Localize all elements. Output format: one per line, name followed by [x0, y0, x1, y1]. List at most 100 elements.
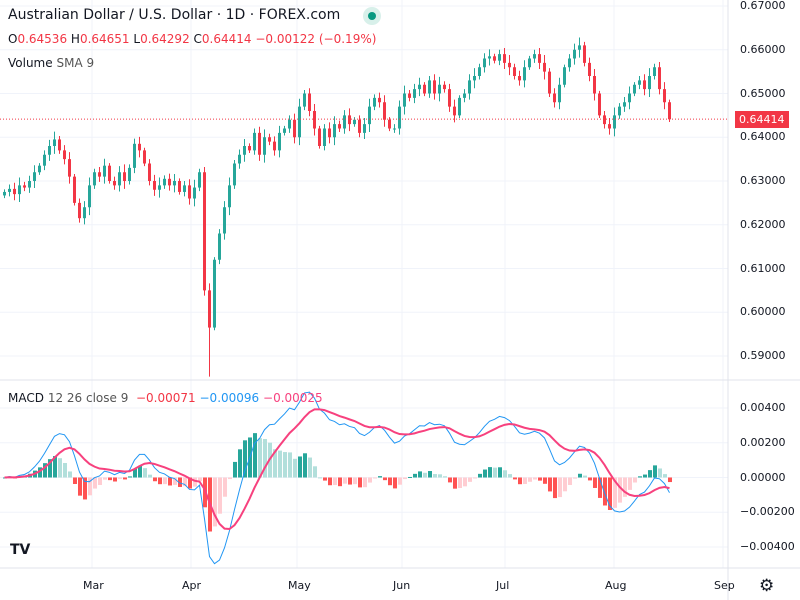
macd-histogram-bar	[293, 458, 297, 478]
candle	[233, 163, 236, 186]
macd-histogram-bar	[258, 438, 262, 478]
candle	[63, 150, 66, 160]
tradingview-logo[interactable]: TV	[10, 542, 31, 558]
macd-histogram-bar	[323, 477, 327, 481]
candle	[598, 93, 601, 116]
macd-histogram-bar	[78, 477, 82, 496]
macd-histogram-bar	[353, 477, 357, 485]
macd-histogram-bar	[418, 471, 422, 478]
candle	[453, 106, 456, 116]
candle	[383, 102, 386, 120]
candle	[658, 67, 661, 90]
close-label: C	[193, 32, 202, 46]
macd-histogram-bar	[153, 477, 157, 482]
candle	[473, 76, 476, 81]
market-status-icon[interactable]	[363, 7, 381, 25]
macd-histogram-bar	[378, 476, 382, 478]
candle	[373, 97, 376, 107]
candle	[663, 89, 666, 103]
candle	[238, 154, 241, 164]
candle	[603, 115, 606, 125]
macd-tick: 0.00000	[740, 470, 786, 484]
macd-histogram-bar	[228, 477, 232, 480]
candle	[458, 97, 461, 116]
candle	[213, 259, 216, 328]
macd-histogram-bar	[503, 470, 507, 478]
candle	[623, 102, 626, 107]
macd-legend[interactable]: MACD 12 26 close 9 −0.00071 −0.00096 −0.…	[8, 391, 323, 405]
candle	[3, 191, 6, 196]
macd-histogram-bar	[223, 477, 227, 497]
candle	[408, 93, 411, 98]
candle	[73, 176, 76, 203]
candle	[518, 76, 521, 81]
candle	[253, 132, 256, 151]
macd-histogram-bar	[318, 477, 322, 479]
candle	[203, 172, 206, 291]
candle	[498, 54, 501, 61]
symbol-title[interactable]: Australian Dollar / U.S. Dollar · 1D · F…	[8, 7, 341, 23]
macd-histogram-bar	[168, 477, 172, 486]
candle	[343, 115, 346, 129]
candle	[83, 207, 86, 219]
macd-histogram-bar	[48, 459, 52, 478]
macd-histogram-bar	[468, 477, 472, 482]
candle	[68, 159, 71, 177]
macd-histogram-bar	[338, 477, 342, 487]
macd-histogram-bar	[188, 477, 192, 489]
macd-histogram-bar	[278, 450, 282, 478]
volume-label: Volume	[8, 56, 53, 70]
macd-histogram-bar	[398, 477, 402, 485]
macd-histogram-bar	[643, 474, 647, 478]
candle	[143, 150, 146, 164]
candle	[113, 181, 116, 186]
macd-histogram-bar	[558, 477, 562, 498]
candle	[393, 128, 396, 130]
close-value: 0.64414	[201, 32, 252, 46]
macd-histogram-bar	[233, 461, 237, 478]
macd-line	[4, 391, 670, 565]
macd-histogram-bar	[628, 477, 632, 490]
ohlc-legend: O0.64536 H0.64651 L0.64292 C0.64414 −0.0…	[8, 32, 376, 46]
candle	[638, 80, 641, 85]
candle	[443, 84, 446, 90]
volume-legend[interactable]: Volume SMA 9	[8, 56, 94, 70]
macd-histogram-bar	[343, 477, 347, 484]
time-tick: Aug	[605, 579, 627, 592]
candle	[568, 58, 571, 68]
macd-histogram-bar	[253, 433, 257, 478]
candle	[448, 89, 451, 107]
high-label: H	[70, 32, 80, 46]
macd-histogram-bar	[238, 449, 242, 478]
macd-histogram-bar	[548, 477, 552, 492]
open-label: O	[8, 32, 18, 46]
candle	[303, 93, 306, 107]
candle	[583, 45, 586, 63]
macd-histogram-bar	[108, 477, 112, 481]
macd-histogram-bar	[333, 477, 337, 486]
candle	[648, 76, 651, 90]
candle	[193, 187, 196, 199]
macd-histogram-bar	[313, 466, 317, 478]
candle	[353, 119, 356, 125]
change-value: −0.00122 (−0.19%)	[255, 32, 377, 46]
candle	[168, 178, 171, 186]
macd-histogram-bar	[308, 457, 312, 478]
macd-histogram-bar	[98, 477, 102, 485]
macd-histogram-bar	[183, 477, 187, 487]
time-tick: Mar	[83, 579, 104, 592]
candle	[173, 181, 176, 186]
gear-icon[interactable]: ⚙	[759, 576, 775, 596]
macd-histogram-bar	[523, 477, 527, 485]
candle	[618, 106, 621, 116]
candle	[278, 132, 281, 151]
low-value: 0.64292	[140, 32, 190, 46]
macd-name: MACD	[8, 391, 44, 405]
candle	[588, 62, 591, 76]
macd-histogram-bar	[383, 477, 387, 481]
candle	[298, 106, 301, 138]
macd-histogram-bar	[638, 476, 642, 478]
macd-histogram-bar	[473, 477, 477, 479]
